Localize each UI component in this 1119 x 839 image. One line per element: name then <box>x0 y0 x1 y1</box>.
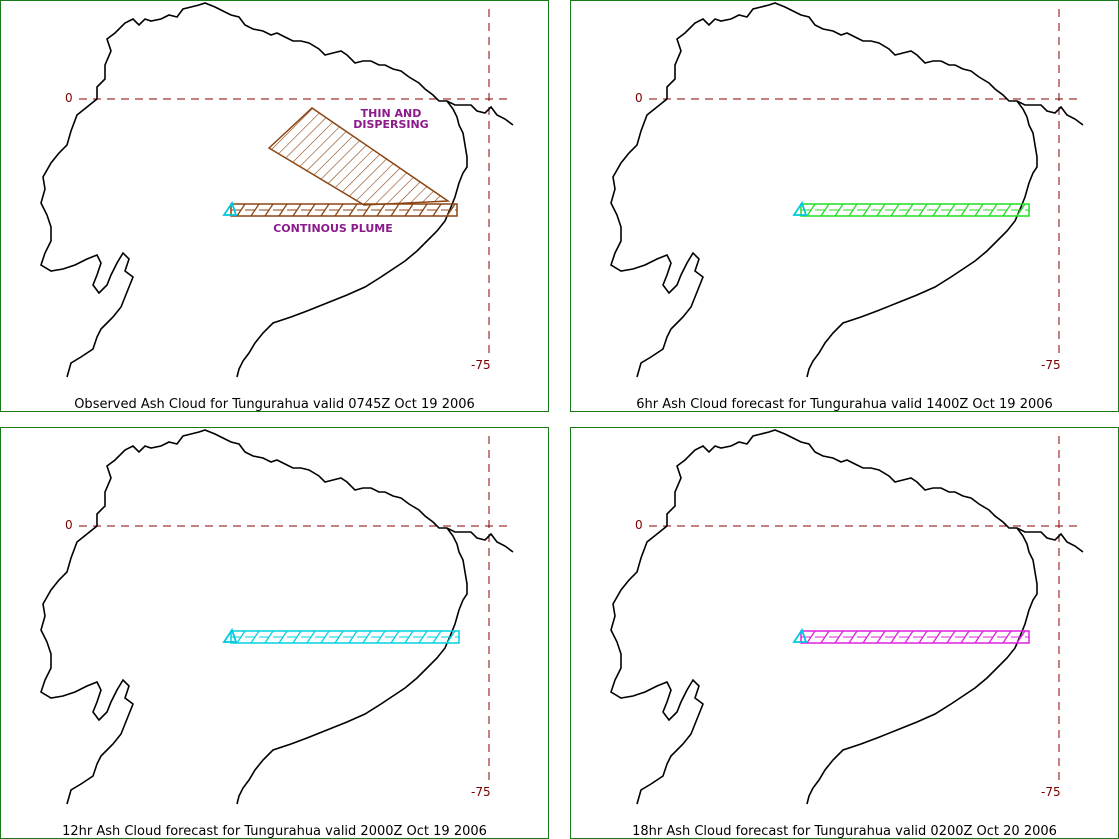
coastline <box>40 2 514 378</box>
map-canvas <box>610 2 1084 378</box>
map-panel-observed: 0 -75 THIN AND DISPERSING CONTINOUS PLUM… <box>0 0 549 412</box>
coastline <box>610 429 1084 805</box>
map-panel-12hr: 0 -75 12hr Ash Cloud forecast for Tungur… <box>0 427 549 839</box>
lon-label-minus75: -75 <box>1041 358 1061 372</box>
lat-label-0: 0 <box>65 91 73 105</box>
map-panel-18hr: 0 -75 18hr Ash Cloud forecast for Tungur… <box>570 427 1119 839</box>
map-canvas <box>40 429 514 805</box>
grid-lines <box>79 436 513 780</box>
volcano-marker-icon <box>222 200 238 216</box>
annotation-thin-dispersing: THIN AND DISPERSING <box>353 107 429 131</box>
ash-plume <box>230 630 460 644</box>
panel-caption: Observed Ash Cloud for Tungurahua valid … <box>74 397 475 412</box>
ash-plume <box>800 630 1030 644</box>
lon-label-minus75: -75 <box>471 785 491 799</box>
map-canvas <box>40 2 514 378</box>
volcano-marker-icon <box>792 627 808 643</box>
panel-caption: 12hr Ash Cloud forecast for Tungurahua v… <box>62 824 487 839</box>
grid-lines <box>649 436 1083 780</box>
lat-label-0: 0 <box>635 518 643 532</box>
map-panel-6hr: 0 -75 6hr Ash Cloud forecast for Tungura… <box>570 0 1119 412</box>
lat-label-0: 0 <box>635 91 643 105</box>
ash-plume <box>800 203 1030 217</box>
volcano-marker-icon <box>222 627 238 643</box>
lon-label-minus75: -75 <box>1041 785 1061 799</box>
volcano-marker-icon <box>792 200 808 216</box>
map-canvas <box>610 429 1084 805</box>
panel-caption: 18hr Ash Cloud forecast for Tungurahua v… <box>632 824 1057 839</box>
annotation-continous-plume: CONTINOUS PLUME <box>273 222 393 235</box>
grid-lines <box>79 9 513 353</box>
coastline <box>610 2 1084 378</box>
ash-plume <box>230 203 458 217</box>
lat-label-0: 0 <box>65 518 73 532</box>
thin-dispersing-cloud <box>267 107 451 206</box>
coastline <box>40 429 514 805</box>
lon-label-minus75: -75 <box>471 358 491 372</box>
panel-caption: 6hr Ash Cloud forecast for Tungurahua va… <box>636 397 1053 412</box>
grid-lines <box>649 9 1083 353</box>
